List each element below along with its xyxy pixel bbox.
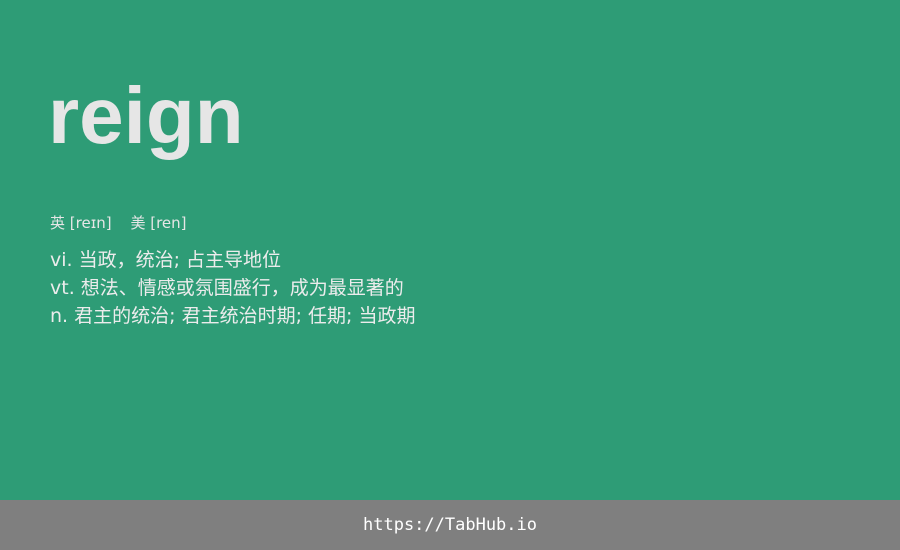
phonetic-us-region: 美 [130, 214, 145, 232]
footer-bar: https://TabHub.io [0, 500, 900, 550]
headword: reign [48, 66, 244, 166]
definition-vi: vi. 当政，统治; 占主导地位 [50, 246, 415, 274]
definition-pos: vt. [50, 277, 75, 299]
definition-vt: vt. 想法、情感或氛围盛行，成为最显著的 [50, 274, 415, 302]
definition-meaning: 想法、情感或氛围盛行，成为最显著的 [81, 277, 404, 299]
phonetic-uk-region: 英 [50, 214, 65, 232]
phonetics: 英 [reɪn] 美 [ren] [50, 212, 187, 234]
phonetic-uk: 英 [reɪn] [50, 212, 112, 234]
phonetic-us: 美 [ren] [130, 212, 186, 234]
definitions: vi. 当政，统治; 占主导地位 vt. 想法、情感或氛围盛行，成为最显著的 n… [50, 246, 415, 330]
definition-meaning: 当政，统治; 占主导地位 [79, 249, 281, 271]
definition-meaning: 君主的统治; 君主统治时期; 任期; 当政期 [74, 305, 415, 327]
word-card: reign 英 [reɪn] 美 [ren] vi. 当政，统治; 占主导地位 … [0, 0, 900, 500]
definition-pos: vi. [50, 249, 73, 271]
definition-n: n. 君主的统治; 君主统治时期; 任期; 当政期 [50, 302, 415, 330]
definition-pos: n. [50, 305, 68, 327]
tabhub-link[interactable]: https://TabHub.io [363, 515, 537, 535]
phonetic-uk-ipa: [reɪn] [70, 214, 112, 232]
phonetic-us-ipa: [ren] [150, 214, 186, 232]
